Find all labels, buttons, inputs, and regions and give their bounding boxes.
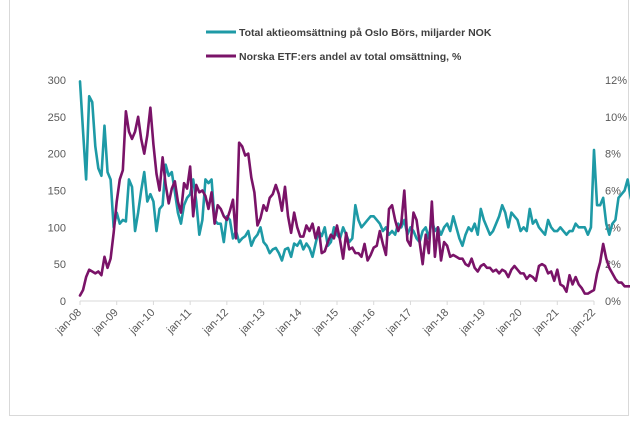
chart-frame: Total aktieomsättning på Oslo Börs, milj… [9, 0, 635, 416]
x-tick-label: jan-13 [237, 307, 268, 338]
series-line-etf-share [78, 106, 635, 297]
x-tick-label: jan-16 [347, 307, 378, 338]
x-tick-label: jan-18 [420, 307, 451, 338]
y-right-tick-label: 6% [605, 186, 621, 198]
y-left-tick-label: 100 [48, 222, 66, 234]
legend: Total aktieomsättning på Oslo Börs, milj… [206, 27, 492, 63]
x-tick-label: jan-14 [274, 307, 305, 338]
y-right-tick-label: 0% [605, 296, 621, 308]
plot-area [78, 80, 635, 297]
y-left-tick-label: 0 [60, 296, 66, 308]
x-tick-label: jan-17 [384, 307, 415, 338]
y-left-tick-label: 200 [48, 149, 66, 161]
x-tick-label: jan-19 [457, 307, 488, 338]
chart: Total aktieomsättning på Oslo Börs, milj… [48, 27, 635, 338]
x-axis: jan-08 jan-09 jan-10 jan-11 jan-12 jan-13 jan-… [53, 300, 598, 338]
legend-label-turnover: Total aktieomsättning på Oslo Börs, milj… [239, 27, 492, 39]
x-tick-label: jan-21 [531, 307, 562, 338]
x-tick-label: jan-11 [164, 307, 194, 337]
y-left-tick-label: 250 [48, 112, 66, 124]
y-right-tick-label: 10% [605, 112, 627, 124]
legend-label-etf-share: Norska ETF:ers andel av total omsättning… [239, 51, 462, 63]
y-right-tick-label: 8% [605, 149, 621, 161]
x-tick-label: jan-15 [310, 307, 341, 338]
x-tick-label: jan-08 [53, 307, 84, 338]
y-axis-left: 0 50 100 150 200 250 300 [48, 75, 66, 308]
y-right-tick-label: 12% [605, 75, 627, 87]
x-tick-label: jan-09 [90, 307, 121, 338]
x-tick-label: jan-20 [494, 307, 525, 338]
x-tick-label: jan-22 [567, 307, 598, 338]
x-tick-label: jan-10 [127, 307, 158, 338]
series-line-turnover [78, 80, 635, 262]
y-left-tick-label: 300 [48, 75, 66, 87]
y-left-tick-label: 150 [48, 186, 66, 198]
x-tick-label: jan-12 [200, 307, 231, 338]
y-left-tick-label: 50 [54, 259, 66, 271]
y-axis-right: 0%2%4%6%8%10%12% [605, 75, 627, 308]
